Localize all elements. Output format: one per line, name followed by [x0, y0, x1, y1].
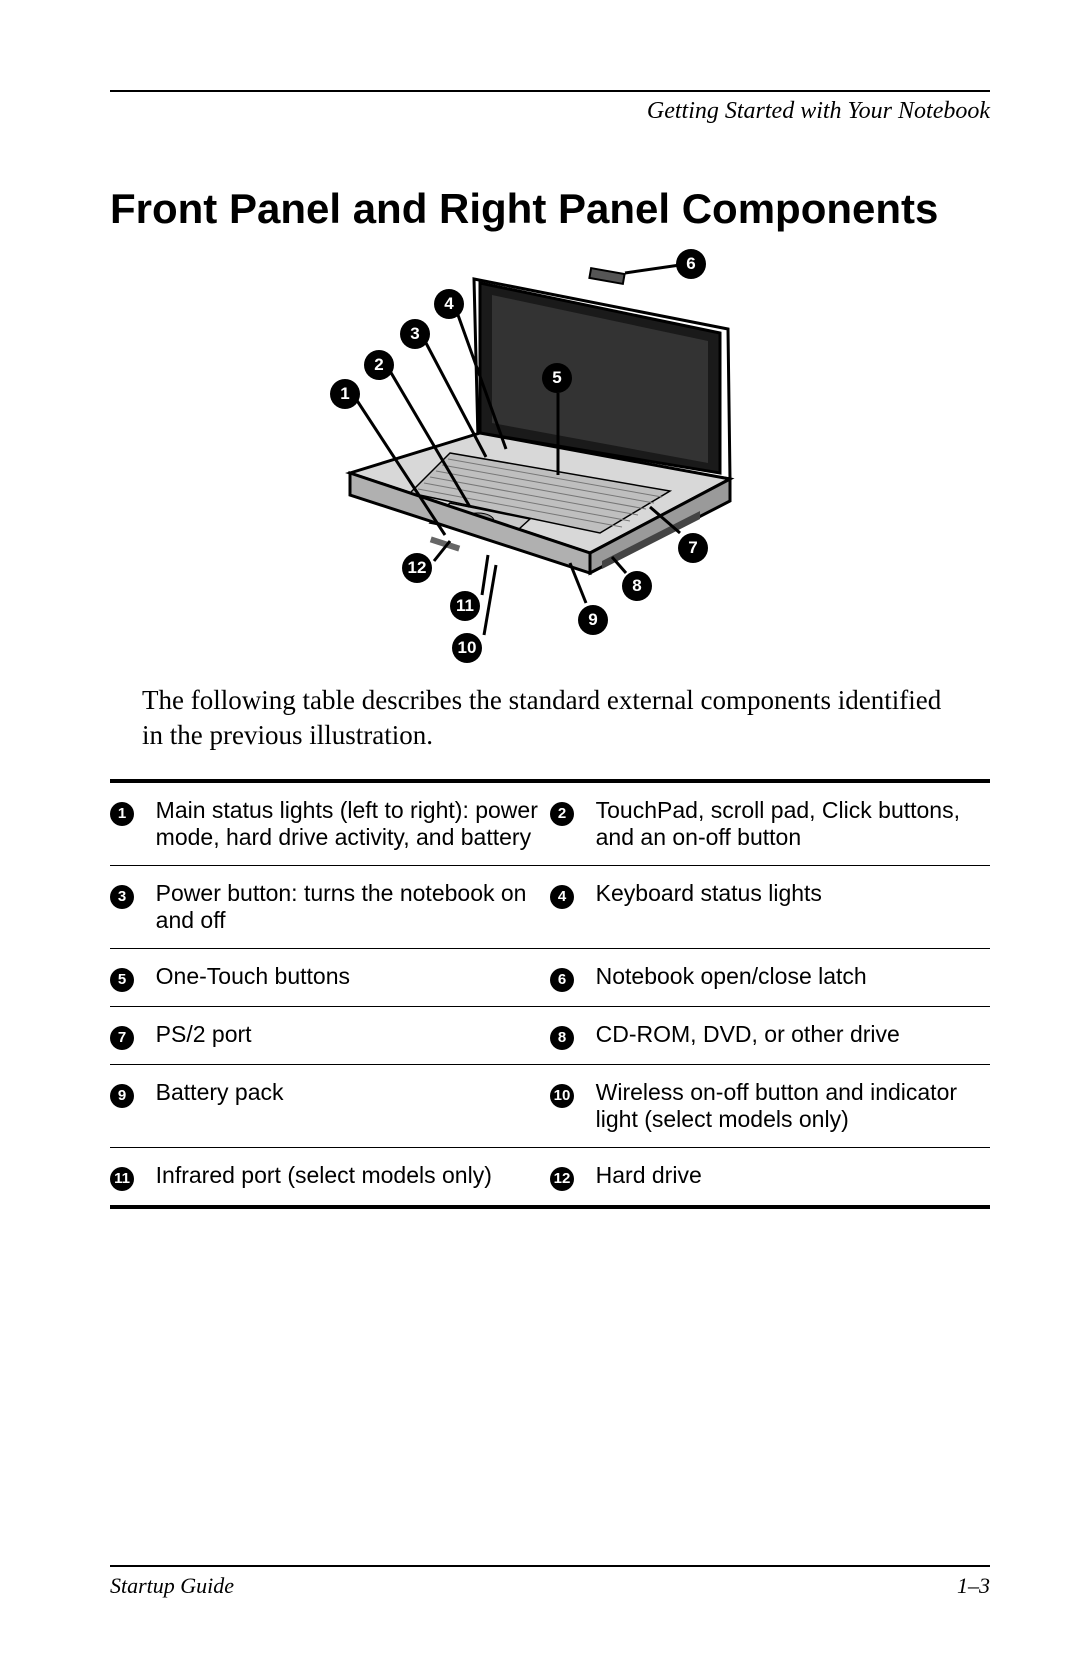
footer-page-number: 1–3 — [957, 1573, 990, 1599]
callout-badge-4: 4 — [434, 289, 464, 319]
row-badge: 7 — [110, 1026, 134, 1050]
callout-badge-9: 9 — [578, 605, 608, 635]
component-desc: Hard drive — [596, 1148, 990, 1208]
table-row: 9 Battery pack 10 Wireless on-off button… — [110, 1065, 990, 1148]
footer-doc-title: Startup Guide — [110, 1573, 234, 1599]
laptop-diagram-svg — [230, 243, 870, 663]
row-badge: 3 — [110, 885, 134, 909]
component-desc: Power button: turns the notebook on and … — [156, 866, 550, 949]
row-badge: 1 — [110, 802, 134, 826]
table-row: 5 One-Touch buttons 6 Notebook open/clos… — [110, 949, 990, 1007]
row-badge: 8 — [550, 1026, 574, 1050]
header-rule — [110, 90, 990, 92]
components-table: 1 Main status lights (left to right): po… — [110, 777, 990, 1209]
component-desc: One-Touch buttons — [156, 949, 550, 1007]
callout-badge-8: 8 — [622, 571, 652, 601]
component-desc: Notebook open/close latch — [596, 949, 990, 1007]
table-row: 1 Main status lights (left to right): po… — [110, 781, 990, 866]
notebook-illustration: 1 2 3 4 5 6 7 8 9 10 11 12 — [230, 243, 870, 663]
callout-badge-1: 1 — [330, 379, 360, 409]
row-badge: 11 — [110, 1167, 134, 1191]
component-desc: Wireless on-off button and indicator lig… — [596, 1065, 990, 1148]
row-badge: 10 — [550, 1084, 574, 1108]
component-desc: PS/2 port — [156, 1007, 550, 1065]
callout-badge-7: 7 — [678, 533, 708, 563]
page-title: Front Panel and Right Panel Components — [110, 185, 990, 233]
component-desc: CD-ROM, DVD, or other drive — [596, 1007, 990, 1065]
component-desc: Main status lights (left to right): powe… — [156, 781, 550, 866]
callout-badge-11: 11 — [450, 591, 480, 621]
intro-paragraph: The following table describes the standa… — [142, 683, 958, 753]
callout-badge-5: 5 — [542, 363, 572, 393]
callout-badge-10: 10 — [452, 633, 482, 663]
table-row: 11 Infrared port (select models only) 12… — [110, 1148, 990, 1208]
row-badge: 12 — [550, 1167, 574, 1191]
row-badge: 9 — [110, 1084, 134, 1108]
document-page: Getting Started with Your Notebook Front… — [0, 0, 1080, 1669]
component-desc: Keyboard status lights — [596, 866, 990, 949]
table-row: 7 PS/2 port 8 CD-ROM, DVD, or other driv… — [110, 1007, 990, 1065]
callout-badge-6: 6 — [676, 249, 706, 279]
table-row: 3 Power button: turns the notebook on an… — [110, 866, 990, 949]
row-badge: 4 — [550, 885, 574, 909]
row-badge: 5 — [110, 968, 134, 992]
component-desc: Battery pack — [156, 1065, 550, 1148]
page-footer: Startup Guide 1–3 — [110, 1565, 990, 1599]
component-desc: Infrared port (select models only) — [156, 1148, 550, 1208]
footer-rule — [110, 1565, 990, 1567]
row-badge: 2 — [550, 802, 574, 826]
callout-badge-2: 2 — [364, 350, 394, 380]
row-badge: 6 — [550, 968, 574, 992]
callout-badge-12: 12 — [402, 553, 432, 583]
chapter-header: Getting Started with Your Notebook — [110, 98, 990, 125]
component-desc: TouchPad, scroll pad, Click buttons, and… — [596, 781, 990, 866]
callout-badge-3: 3 — [400, 319, 430, 349]
